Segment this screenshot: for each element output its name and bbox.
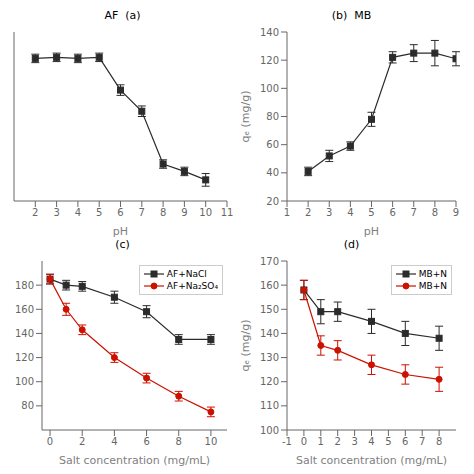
svg-text:10: 10 (205, 436, 218, 447)
svg-text:5: 5 (368, 207, 374, 218)
svg-text:6: 6 (117, 207, 123, 218)
svg-text:11: 11 (221, 207, 234, 218)
svg-text:140: 140 (15, 328, 34, 339)
svg-text:100: 100 (260, 425, 279, 436)
svg-text:150: 150 (260, 304, 279, 315)
svg-text:6: 6 (389, 207, 395, 218)
svg-text:180: 180 (15, 280, 34, 291)
html-text:(c): (c) (115, 238, 130, 251)
svg-text:8: 8 (176, 436, 182, 447)
svg-text:110: 110 (260, 400, 279, 411)
svg-text:pH: pH (113, 225, 128, 237)
html-text:MB+N: MB+N (418, 269, 447, 279)
svg-text:Salt concentration (mg/mL): Salt concentration (mg/mL) (296, 454, 447, 466)
svg-text:140: 140 (260, 27, 279, 38)
html-text:(b) MB: (b) MB (331, 9, 372, 22)
svg-text:4: 4 (368, 436, 374, 447)
svg-text:qₑ (mg/g): qₑ (mg/g) (239, 319, 252, 371)
svg-text:40: 40 (266, 167, 279, 178)
svg-text:3: 3 (351, 436, 357, 447)
svg-text:-1: -1 (282, 436, 292, 447)
html-text:AF+Na₂SO₄: AF+Na₂SO₄ (166, 281, 218, 291)
svg-text:120: 120 (260, 55, 279, 66)
svg-text:4: 4 (347, 207, 353, 218)
svg-text:2: 2 (305, 207, 311, 218)
svg-text:20: 20 (266, 196, 279, 207)
svg-text:5: 5 (385, 436, 391, 447)
svg-text:2: 2 (335, 436, 341, 447)
svg-text:9: 9 (453, 207, 459, 218)
svg-text:8: 8 (160, 207, 166, 218)
svg-text:6: 6 (143, 436, 149, 447)
svg-text:2: 2 (32, 207, 38, 218)
html-text:AF+NaCl: AF+NaCl (166, 269, 207, 279)
svg-text:10: 10 (199, 207, 212, 218)
svg-text:7: 7 (139, 207, 145, 218)
svg-text:8: 8 (432, 207, 438, 218)
svg-text:160: 160 (15, 304, 34, 315)
svg-text:qₑ (mg/g): qₑ (mg/g) (239, 90, 252, 142)
svg-text:0: 0 (301, 436, 307, 447)
svg-text:7: 7 (419, 436, 425, 447)
svg-text:120: 120 (15, 352, 34, 363)
svg-text:9: 9 (181, 207, 187, 218)
svg-text:3: 3 (53, 207, 59, 218)
svg-text:3: 3 (326, 207, 332, 218)
svg-text:0: 0 (47, 436, 53, 447)
html-text:MB+N: MB+N (418, 281, 447, 291)
html-text:AF (a): AF (a) (104, 9, 141, 22)
svg-text:140: 140 (260, 328, 279, 339)
svg-text:160: 160 (260, 280, 279, 291)
svg-text:8: 8 (436, 436, 442, 447)
svg-text:170: 170 (260, 256, 279, 267)
svg-text:pH: pH (364, 225, 379, 237)
svg-text:7: 7 (411, 207, 417, 218)
svg-text:1: 1 (318, 436, 324, 447)
svg-text:4: 4 (111, 436, 117, 447)
svg-text:120: 120 (260, 376, 279, 387)
svg-text:130: 130 (260, 352, 279, 363)
svg-text:100: 100 (260, 83, 279, 94)
svg-text:2: 2 (79, 436, 85, 447)
svg-text:100: 100 (15, 376, 34, 387)
svg-text:6: 6 (402, 436, 408, 447)
svg-text:5: 5 (96, 207, 102, 218)
svg-text:60: 60 (266, 139, 279, 150)
svg-text:80: 80 (266, 111, 279, 122)
svg-text:1: 1 (284, 207, 290, 218)
html-text:(d): (d) (343, 238, 360, 251)
svg-text:Salt concentration (mg/mL): Salt concentration (mg/mL) (59, 454, 210, 466)
svg-text:4: 4 (75, 207, 81, 218)
svg-text:80: 80 (21, 400, 34, 411)
